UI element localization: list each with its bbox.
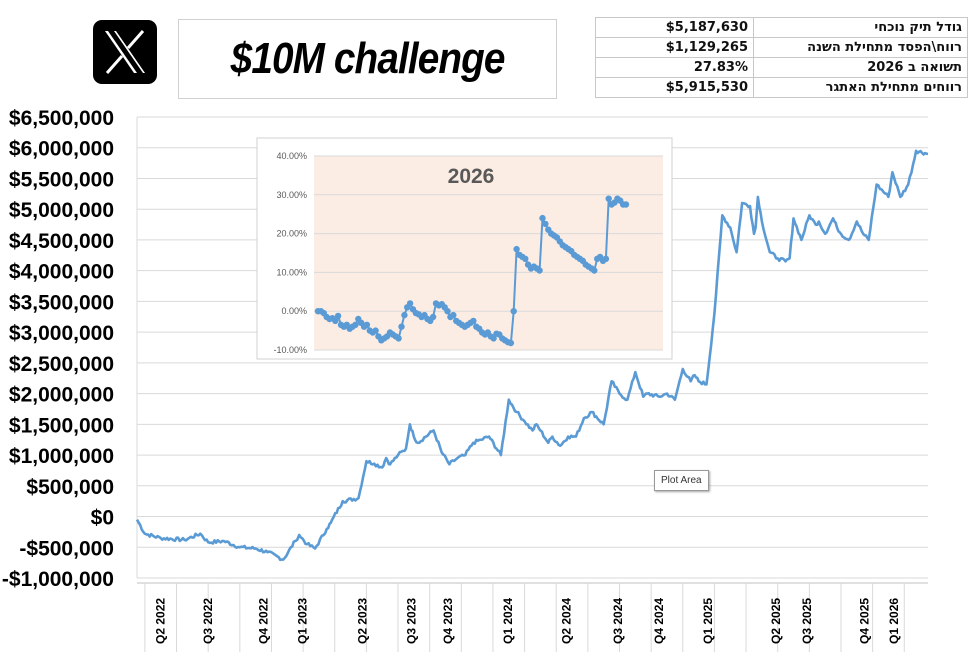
inset-data-point: [605, 195, 612, 202]
inset-data-point: [602, 255, 610, 262]
inset-chart-2026: 40.00% 30.00% 20.00% 10.00% 0.00% -10.00% 2026: [256, 137, 673, 360]
inset-data-point: [406, 300, 414, 307]
x-tick-label: Q2 2025: [769, 598, 783, 644]
inset-data-point: [372, 327, 379, 334]
inset-data-point: [510, 308, 517, 315]
inset-y-tick-label: 20.00%: [276, 229, 307, 239]
x-logo-icon: [105, 30, 145, 74]
y-tick-label: $500,000: [26, 476, 114, 499]
x-tick-label: Q1 2025: [701, 598, 715, 644]
inset-plot-area: [314, 156, 663, 350]
inset-data-point: [429, 313, 437, 321]
x-tick-label: Q1 2023: [295, 598, 309, 644]
y-tick-label: $5,000,000: [9, 199, 114, 222]
x-tick-label: Q3 2022: [201, 598, 215, 644]
plot-area-tooltip: Plot Area: [654, 470, 709, 491]
y-tick-label: $2,000,000: [9, 384, 114, 407]
x-tick-label: Q3 2024: [611, 598, 625, 644]
x-tick-label: Q2 2022: [154, 598, 168, 644]
portfolio-value-line: [135, 149, 929, 562]
inset-y-tick-label: 30.00%: [276, 190, 307, 200]
inset-y-tick-label: 0.00%: [281, 306, 307, 316]
y-tick-label: -$500,000: [19, 537, 114, 560]
inset-data-point: [470, 317, 477, 325]
x-tick-label: Q1 2024: [501, 598, 515, 644]
y-tick-label: $6,500,000: [9, 107, 114, 130]
stats-label: רווחים מתחילת האתגר: [753, 77, 968, 98]
stats-value: 27.83%: [595, 57, 754, 78]
inset-data-point: [363, 321, 371, 328]
inset-data-point: [539, 214, 546, 222]
stats-value: $5,915,530: [595, 77, 754, 98]
main-series: [135, 149, 929, 562]
x-tick-label: Q2 2024: [560, 598, 574, 644]
stats-label: רווח\הפסד מתחילת השנה: [753, 37, 968, 58]
x-logo: [93, 20, 157, 84]
inset-data-point: [450, 311, 457, 319]
inset-data-point: [395, 335, 402, 342]
main-y-axis: $6,500,000 $6,000,000 $5,500,000 $5,000,000…: [2, 107, 114, 591]
x-tick-label: Q4 2025: [858, 598, 872, 644]
inset-data-point: [522, 255, 529, 262]
inset-data-point: [398, 323, 405, 330]
inset-y-tick-label: -10.00%: [273, 345, 307, 355]
y-tick-label: $5,500,000: [9, 168, 114, 191]
inset-data-point: [334, 312, 342, 320]
main-x-axis: Q2 2022 Q3 2022 Q4 2022 Q1 2023 Q2 2023 Q3 20…: [154, 598, 901, 644]
inset-data-point: [536, 267, 543, 274]
inset-data-point: [444, 308, 451, 315]
stats-row: $5,915,530 רווחים מתחילת האתגר: [595, 77, 968, 98]
page-title: $10M challenge: [230, 34, 506, 83]
y-tick-label: $1,500,000: [9, 414, 114, 437]
y-tick-label: $4,000,000: [9, 261, 114, 284]
main-chart-grid: [136, 116, 928, 652]
y-tick-label: $6,000,000: [9, 138, 114, 161]
x-tick-label: Q4 2022: [257, 598, 271, 644]
inset-data-point: [332, 317, 339, 325]
stats-value: $5,187,630: [595, 17, 754, 38]
x-tick-label: Q4 2023: [441, 598, 455, 644]
inset-y-tick-label: 10.00%: [276, 267, 307, 277]
stats-row: 27.83% תשואה ב 2026: [595, 57, 968, 78]
x-tick-label: Q3 2025: [800, 598, 814, 644]
inset-data-point: [352, 321, 359, 328]
inset-data-point: [507, 339, 515, 347]
inset-title: 2026: [448, 165, 495, 188]
inset-data-point: [401, 311, 408, 319]
stats-table: $5,187,630 גודל תיק נוכחי $1,129,265 רוו…: [595, 17, 968, 98]
stats-label: תשואה ב 2026: [753, 57, 968, 78]
x-tick-label: Q3 2023: [404, 598, 418, 644]
y-tick-label: -$1,000,000: [2, 568, 114, 591]
inset-data-point: [542, 220, 549, 228]
y-tick-label: $0: [91, 507, 114, 530]
x-tick-label: Q4 2024: [652, 598, 666, 644]
inset-data-point: [513, 245, 520, 253]
y-tick-label: $1,000,000: [9, 445, 114, 468]
title-box: $10M challenge: [178, 19, 557, 99]
y-tick-label: $3,500,000: [9, 291, 114, 314]
inset-data-point: [591, 267, 598, 274]
y-tick-label: $3,000,000: [9, 322, 114, 345]
y-tick-label: $2,500,000: [9, 353, 114, 376]
x-tick-label: Q1 2026: [887, 598, 901, 644]
stats-row: $5,187,630 גודל תיק נוכחי: [595, 17, 968, 38]
x-tick-label: Q2 2023: [355, 598, 369, 644]
inset-data-point: [622, 201, 630, 208]
inset-data-point: [490, 335, 497, 342]
inset-y-tick-label: 40.00%: [276, 151, 307, 161]
y-tick-label: $4,500,000: [9, 230, 114, 253]
